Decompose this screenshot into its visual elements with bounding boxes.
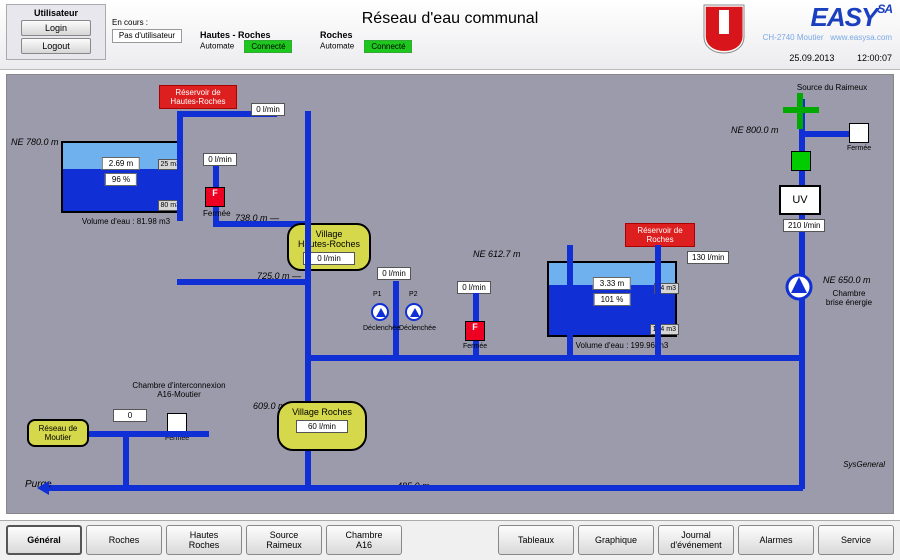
tank-hr-pct: 96 % <box>105 173 137 186</box>
tank-hr-level: 2.69 m <box>102 157 140 170</box>
crest-icon <box>703 4 745 54</box>
nav-graphique[interactable]: Graphique <box>578 525 654 555</box>
pipe <box>655 245 661 359</box>
station-roches-sub: Automate <box>320 42 354 51</box>
pipe <box>551 355 801 361</box>
nav-label: Journal d'événement <box>670 530 721 550</box>
valve-center-state: Fermée <box>463 343 487 350</box>
nav-spacer <box>406 525 494 556</box>
nav-label: Service <box>841 535 871 545</box>
flow-f1: 0 l/min <box>251 103 285 116</box>
valve-hr-state: Fermée <box>203 209 231 218</box>
nav-journal[interactable]: Journal d'événement <box>658 525 734 555</box>
logout-button[interactable]: Logout <box>21 38 91 54</box>
flow-f6: 130 l/min <box>687 251 729 264</box>
logo-text: EASYSA <box>763 2 892 33</box>
pipe <box>177 111 183 221</box>
tank-roches-level: 3.33 m <box>593 277 631 290</box>
nav-tableaux[interactable]: Tableaux <box>498 525 574 555</box>
header: Utilisateur Login Logout En cours : Pas … <box>0 0 900 70</box>
station-roches-status: Connecté <box>364 40 412 53</box>
footer-nav: Général Roches Hautes Roches Source Raim… <box>0 520 900 560</box>
pump-p2-label: P2 <box>409 291 418 298</box>
pipe <box>393 281 399 357</box>
valve-center[interactable]: F <box>465 321 485 341</box>
pipe <box>89 431 209 437</box>
station-hr-status: Connecté <box>244 40 292 53</box>
logo-url: www.easysa.com <box>830 33 892 42</box>
flow-moutier: 0 <box>113 409 147 422</box>
reservoir-hr-label: Réservoir de Hautes-Roches <box>159 85 237 109</box>
nav-label: Roches <box>109 535 140 545</box>
time: 12:00:07 <box>857 53 892 63</box>
station-hr: Hautes - Roches Automate Connecté <box>200 30 300 53</box>
date: 25.09.2013 <box>789 53 834 63</box>
elev-ne650: NE 650.0 m <box>823 275 871 285</box>
current-user-value: Pas d'utilisateur <box>112 29 182 43</box>
nav-label: Hautes Roches <box>189 530 220 550</box>
village-roches[interactable]: Village Roches 60 l/min <box>277 401 367 451</box>
reservoir-roches-label: Réservoir de Roches <box>625 223 695 247</box>
datetime: 25.09.2013 12:00:07 <box>769 53 892 63</box>
nav-general-label: Général <box>27 535 61 545</box>
village-hr[interactable]: Village Hautes-Roches 0 l/min <box>287 223 371 271</box>
chambre-icon <box>785 273 813 301</box>
pump-p1[interactable] <box>371 303 389 321</box>
diagram-canvas: NE 780.0 m 738.0 m — 725.0 m — NE 612.7 … <box>6 74 894 514</box>
pump-p2[interactable] <box>405 303 423 321</box>
nav-general[interactable]: Général <box>6 525 82 555</box>
nav-source-raimeux[interactable]: Source Raimeux <box>246 525 322 555</box>
logo: EASYSA CH-2740 Moutier www.easysa.com <box>763 2 892 42</box>
nav-label: Tableaux <box>518 535 554 545</box>
pipe <box>305 355 555 361</box>
uv-box: UV <box>779 185 821 215</box>
moutier-box[interactable]: Réseau de Moutier <box>27 419 89 447</box>
source-label: Source du Raimeux <box>787 83 877 92</box>
valve-hr[interactable]: F <box>205 187 225 207</box>
uv-flow: 210 l/min <box>783 219 825 232</box>
nav-label: Graphique <box>595 535 637 545</box>
nav-service[interactable]: Service <box>818 525 894 555</box>
station-roches: Roches Automate Connecté <box>320 30 420 53</box>
nav-chambre-a16[interactable]: Chambre A16 <box>326 525 402 555</box>
nav-label: Source Raimeux <box>266 530 302 550</box>
nav-label: Chambre A16 <box>345 530 382 550</box>
elev-ne780: NE 780.0 m <box>11 137 59 147</box>
pipe <box>567 245 573 359</box>
a16-box: Chambre d'interconnexion A16-Moutier <box>119 381 239 399</box>
logo-location: CH-2740 Moutier <box>763 33 824 42</box>
flow-f2: 0 l/min <box>203 153 237 166</box>
pipe <box>47 485 803 491</box>
valve-source[interactable] <box>849 123 869 143</box>
nav-label: Alarmes <box>759 535 792 545</box>
pipe <box>177 279 307 285</box>
pump-p1-state: Déclenchée <box>363 325 397 332</box>
sys-label: SysGeneral <box>843 460 885 469</box>
tank-hr-volume: Volume d'eau : 81.98 m3 <box>61 217 191 226</box>
station-roches-name: Roches <box>320 30 420 40</box>
pipe <box>123 431 129 489</box>
valve-source-state: Fermée <box>847 145 871 152</box>
pump-p2-state: Déclenchée <box>399 325 433 332</box>
nav-alarmes[interactable]: Alarmes <box>738 525 814 555</box>
pipe <box>305 111 311 395</box>
chambre-label: Chambre brise énergie <box>819 289 879 307</box>
tank-roches-pct: 101 % <box>594 293 631 306</box>
elev-ne800: NE 800.0 m <box>731 125 779 135</box>
valve-green[interactable] <box>791 151 811 171</box>
station-hr-sub: Automate <box>200 42 234 51</box>
village-roches-flow: 60 l/min <box>296 420 348 433</box>
nav-roches[interactable]: Roches <box>86 525 162 555</box>
tank-hr: 2.69 m 96 % 25 m3 80 m3 <box>61 141 181 213</box>
nav-hautes-roches[interactable]: Hautes Roches <box>166 525 242 555</box>
station-hr-name: Hautes - Roches <box>200 30 300 40</box>
pump-p1-label: P1 <box>373 291 382 298</box>
village-roches-name: Village Roches <box>292 407 352 417</box>
arrow-left-icon <box>37 481 49 495</box>
flow-f3: 0 l/min <box>377 267 411 280</box>
source-icon <box>783 93 819 129</box>
valve-a16[interactable] <box>167 413 187 433</box>
elev-ne612: NE 612.7 m <box>473 249 521 259</box>
